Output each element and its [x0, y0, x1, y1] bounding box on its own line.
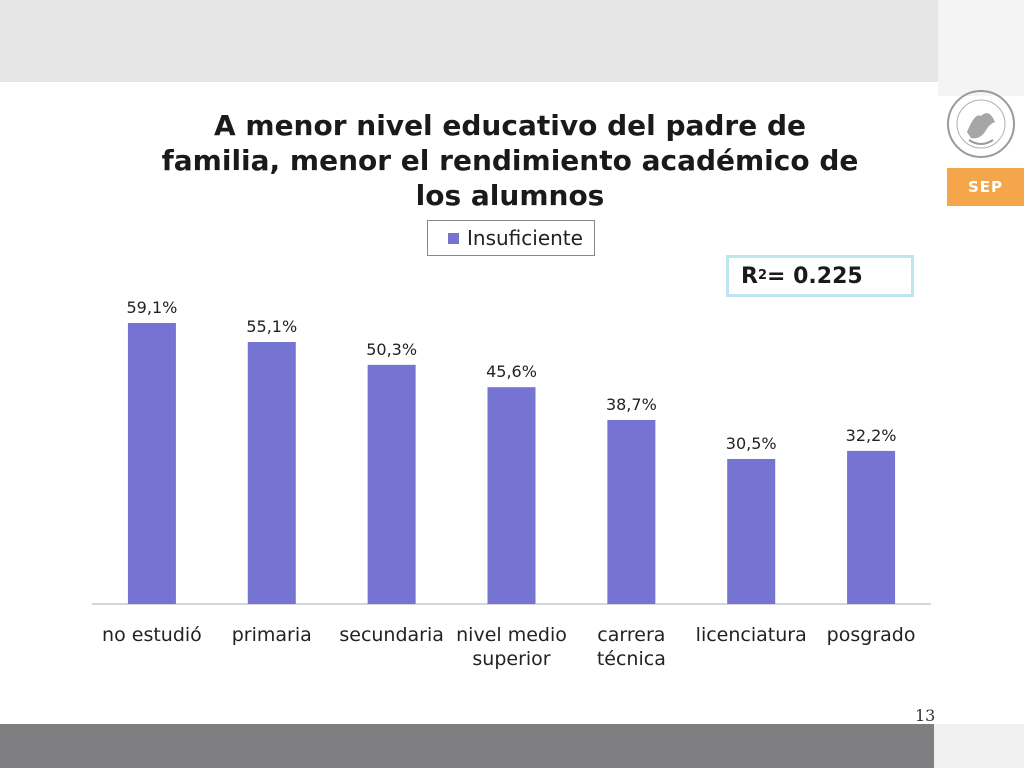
r-squared-box: R 2 = 0.225 [726, 255, 914, 297]
r-squared-label: R [741, 263, 758, 289]
category-label: técnica [597, 648, 666, 670]
bar [127, 323, 176, 604]
category-label: secundaria [339, 624, 444, 646]
r-squared-exponent: 2 [757, 267, 767, 283]
bar [847, 450, 896, 604]
bar [607, 419, 656, 604]
header-side-band [938, 0, 1024, 96]
category-label: no estudió [102, 624, 202, 646]
data-label: 32,2% [846, 426, 897, 445]
national-seal-icon [947, 90, 1015, 158]
header-band [0, 0, 938, 82]
chart-legend: Insuficiente [427, 220, 595, 256]
legend-swatch [448, 232, 459, 244]
category-label: primaria [232, 624, 312, 646]
bar [727, 458, 776, 604]
bar [487, 387, 536, 604]
sep-badge: SEP [947, 168, 1024, 206]
data-label: 50,3% [366, 340, 417, 359]
category-label: carrera [597, 624, 665, 646]
category-label: licenciatura [696, 624, 807, 646]
category-label: superior [472, 648, 550, 670]
slide-title: A menor nivel educativo del padre de fam… [161, 109, 859, 212]
category-label: posgrado [827, 624, 916, 646]
page-number: 13 [915, 706, 936, 725]
bar [367, 364, 416, 604]
legend-label: Insuficiente [467, 226, 583, 250]
r-squared-value: = 0.225 [767, 263, 863, 289]
category-label: nivel medio [456, 624, 567, 646]
data-label: 38,7% [606, 395, 657, 414]
data-label: 30,5% [726, 434, 777, 453]
bar-chart: 59,1% no estudió 55,1% primaria 50,3% secunda… [92, 298, 931, 670]
bar [247, 342, 296, 604]
data-label: 55,1% [246, 317, 297, 336]
data-label: 45,6% [486, 362, 537, 381]
data-label: 59,1% [127, 298, 178, 317]
footer-side-band [934, 724, 1024, 768]
footer-band [0, 724, 934, 768]
